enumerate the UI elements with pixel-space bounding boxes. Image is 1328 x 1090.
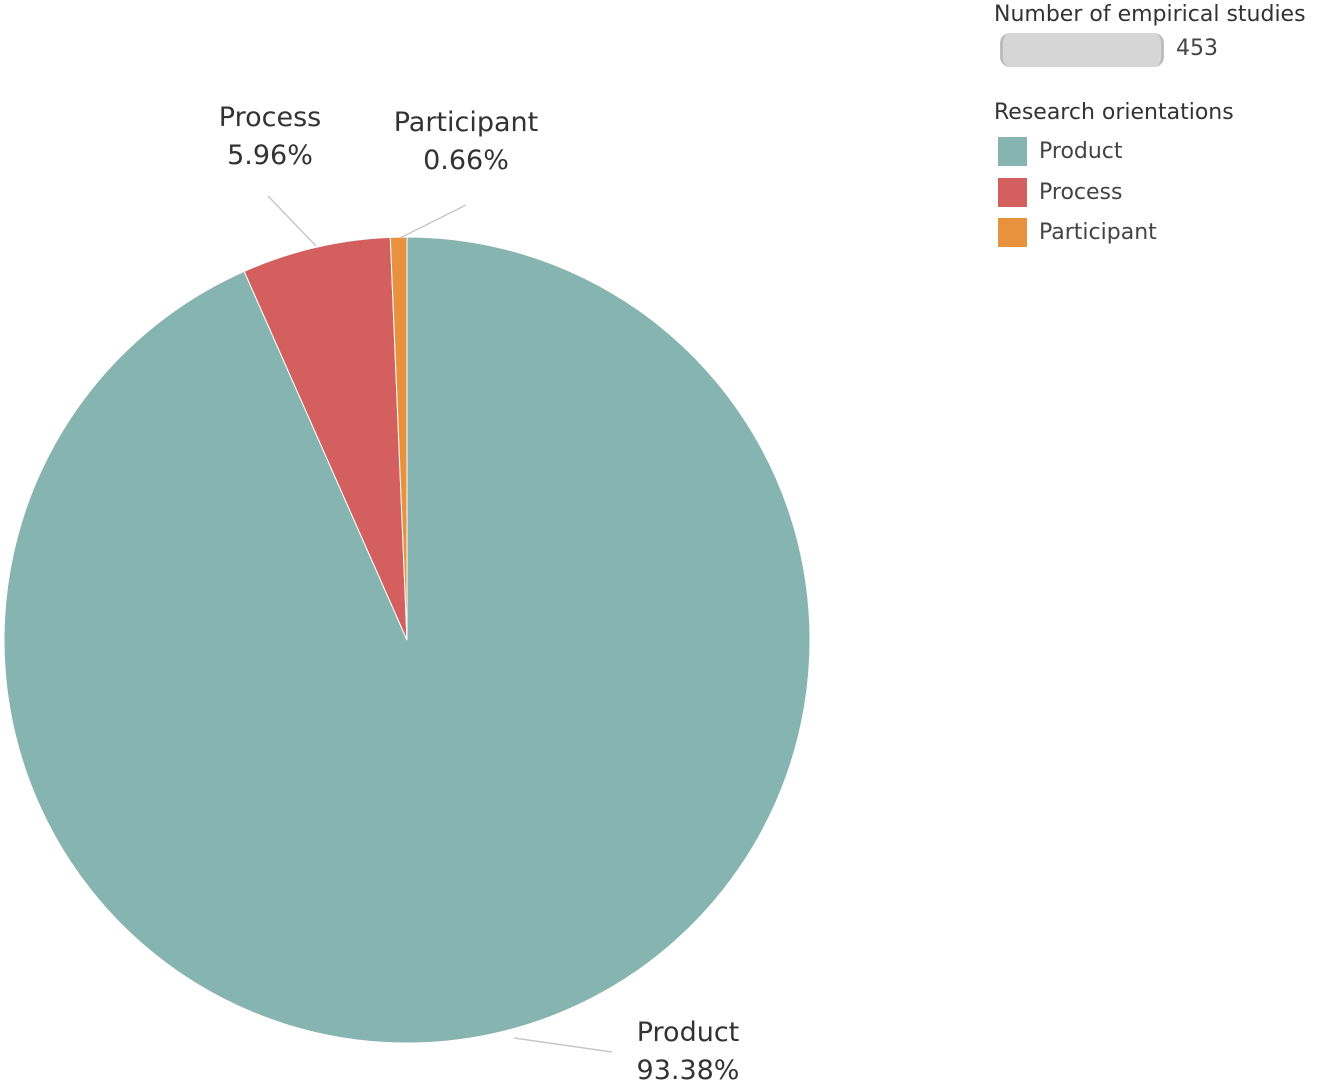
legend-item-process[interactable]: Process	[998, 177, 1122, 207]
leader-line-product	[513, 1037, 613, 1053]
leader-line-process	[267, 195, 317, 247]
legend-label: Participant	[1039, 219, 1157, 245]
legend-item-participant[interactable]: Participant	[998, 217, 1157, 247]
pie-slice-process[interactable]	[243, 236, 408, 641]
legend-label: Process	[1039, 179, 1123, 205]
legend-swatch-participant	[998, 217, 1027, 247]
legend-swatch-process	[998, 177, 1027, 207]
leader-line-participant	[399, 204, 467, 239]
slice-label-product: Product 93.38%	[608, 1014, 768, 1090]
color-legend-title: Research orientations	[994, 100, 1234, 125]
legend-label: Product	[1039, 138, 1123, 164]
size-legend-title: Number of empirical studies	[994, 2, 1306, 27]
slice-label-process: Process 5.96%	[190, 99, 350, 175]
slice-label-name: Process	[218, 102, 322, 133]
pie-slice-participant[interactable]	[389, 236, 408, 641]
slice-label-name: Product	[636, 1017, 740, 1048]
slice-label-participant: Participant 0.66%	[376, 104, 556, 180]
legend-swatch-product	[998, 136, 1027, 166]
slice-label-pct: 93.38%	[636, 1055, 740, 1086]
size-legend-value: 453	[1176, 36, 1218, 61]
size-legend-bar	[1000, 33, 1164, 67]
slice-label-pct: 5.96%	[227, 140, 313, 171]
legend-item-product[interactable]: Product	[998, 136, 1123, 166]
slice-label-pct: 0.66%	[423, 145, 509, 176]
slice-label-name: Participant	[393, 107, 539, 138]
